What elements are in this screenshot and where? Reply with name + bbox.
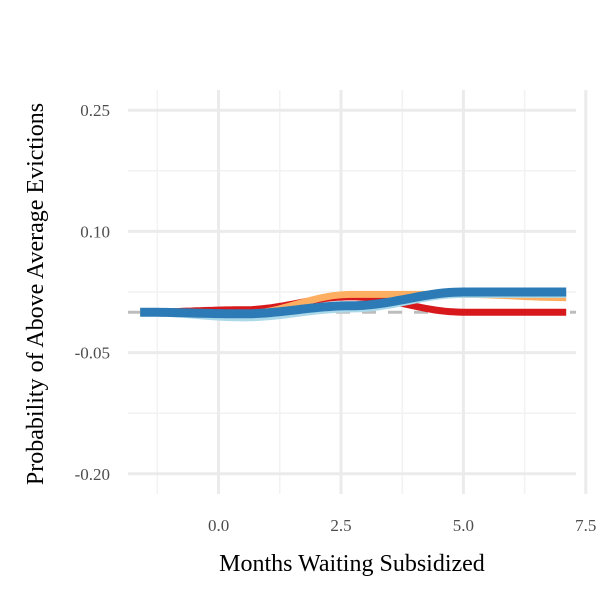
x-axis-title: Months Waiting Subsidized — [219, 551, 485, 577]
x-tick-label: 0.0 — [208, 516, 229, 535]
x-tick-label: 5.0 — [453, 516, 474, 535]
y-axis-title: Probability of Above Average Evictions — [23, 103, 49, 485]
series-line-4 — [140, 287, 567, 319]
tick-labels: 0.0 2.5 5.0 7.5 -0.20 -0.05 0.10 0.25 — [75, 101, 597, 535]
y-tick-label: -0.05 — [75, 344, 110, 363]
x-tick-label: 2.5 — [330, 516, 351, 535]
y-tick-label: 0.10 — [80, 222, 110, 241]
series-group — [140, 287, 567, 322]
y-tick-label: 0.25 — [80, 101, 110, 120]
x-tick-label: 7.5 — [575, 516, 596, 535]
y-tick-label: -0.20 — [75, 465, 110, 484]
